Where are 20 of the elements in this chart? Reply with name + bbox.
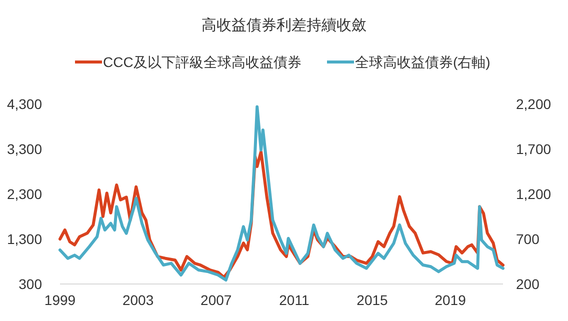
chart-title: 高收益債券利差持續收斂 (202, 17, 366, 34)
y2-tick-label: 1,700 (516, 141, 552, 157)
y-tick-label: 2,300 (6, 186, 42, 202)
x-tick-label: 2019 (434, 292, 466, 308)
legend-label: CCC及以下評級全球高收益債券 (103, 54, 302, 70)
y2-tick-label: 1,200 (516, 186, 552, 202)
x-tick-label: 2003 (122, 292, 154, 308)
legend-label: 全球高收益債券(右軸) (355, 54, 490, 70)
y2-tick-label: 2,200 (516, 96, 552, 112)
x-tick-label: 2011 (279, 292, 310, 308)
y-tick-label: 4,300 (6, 96, 42, 112)
x-tick-label: 2007 (200, 292, 232, 308)
x-tick-label: 1999 (44, 292, 76, 308)
y-tick-label: 3,300 (6, 141, 42, 157)
y2-tick-label: 700 (516, 231, 540, 247)
x-tick-label: 2015 (356, 292, 388, 308)
y-tick-label: 300 (18, 276, 42, 292)
y-tick-label: 1,300 (6, 231, 42, 247)
line-series (58, 105, 504, 282)
y2-tick-label: 200 (516, 276, 540, 292)
